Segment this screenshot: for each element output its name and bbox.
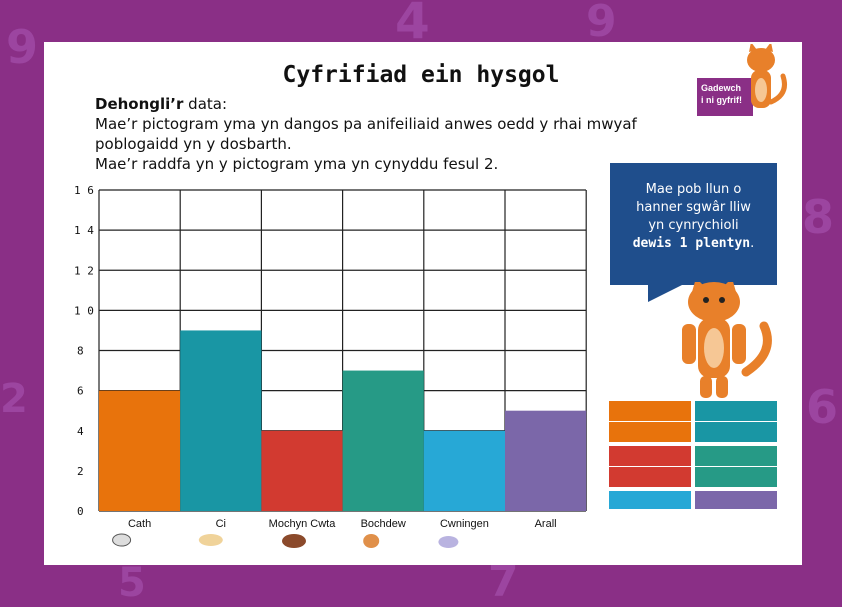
background-number: 9 [586,0,617,47]
intro-line-3: Mae’r raddfa yn y pictogram yma yn cynyd… [95,155,499,173]
badge-line-1: Gadewch [701,83,742,93]
chart-x-axis: Cath Ci Mochyn Cwta Bochdew Cwningen Arall [128,518,557,530]
key-swatch [609,401,691,421]
x-tick-label: Bochdew [361,518,406,530]
lets-count-badge: Gadewch i ni gyfrif! [697,78,753,116]
hamster-icon [363,534,380,548]
bubble-line-4: dewis 1 plentyn. [610,235,777,253]
key-swatch [609,491,691,509]
page-title: Cyfrifiad ein hysgol [282,62,560,88]
x-tick-label: Cath [128,518,151,530]
intro-heading: Dehongli’r [95,95,184,113]
x-tick-label: Cwningen [440,518,489,530]
key-swatch [695,401,777,421]
y-tick-label: 1 4 [74,224,94,237]
background-number: 4 [395,0,430,50]
dog-icon [198,534,223,546]
bubble-line-2: hanner sgwâr lliw [636,200,751,215]
bar-cath [99,390,181,511]
bubble-end: . [750,236,755,251]
key-swatch [695,422,777,442]
colour-key [609,401,779,509]
rabbit-icon [438,536,459,548]
background-number: 2 [0,376,28,422]
bubble-bold: dewis 1 plentyn [632,236,751,251]
bar-bochdew [342,370,424,511]
key-swatch [609,422,691,442]
chart-y-axis: 0 2 4 6 8 1 0 1 2 1 4 1 6 [74,184,94,518]
background-number: 6 [806,380,839,434]
bar-cwningen [423,430,505,511]
info-speech-bubble: Mae pob llun o hanner sgwâr lliw yn cynr… [610,163,777,285]
x-tick-label: Mochyn Cwta [269,518,337,530]
key-swatch [695,446,777,466]
intro-line-1: Mae’r pictogram yma yn dangos pa anifeil… [95,115,637,133]
intro-line-2: poblogaidd yn y dosbarth. [95,135,292,153]
y-tick-label: 2 [77,465,84,478]
background-number: 8 [802,190,835,244]
chart-bars [99,330,587,511]
speech-bubble-tail [648,284,684,302]
bar-ci [180,330,262,511]
background-number: 9 [6,20,39,74]
animal-icons [112,533,459,548]
y-tick-label: 8 [77,345,84,358]
key-swatch [609,446,691,466]
guinea-pig-icon [282,534,306,548]
y-tick-label: 6 [77,385,84,398]
y-tick-label: 1 6 [74,184,94,197]
x-tick-label: Arall [535,518,557,530]
key-swatch [695,467,777,487]
key-swatch [695,491,777,509]
bubble-line-1: Mae pob llun o [645,182,742,197]
bar-mochyn-cwta [261,430,343,511]
bar-arall [505,410,587,511]
y-tick-label: 1 0 [74,304,94,317]
x-tick-label: Ci [216,518,226,530]
y-tick-label: 1 2 [74,264,94,277]
y-tick-label: 4 [77,425,84,438]
key-swatch [609,467,691,487]
y-tick-label: 0 [77,505,84,518]
bubble-line-3: yn cynrychioli [648,218,739,233]
intro-line-heading: Dehongli’r data: [95,94,705,114]
badge-line-2: i ni gyfrif! [701,95,742,105]
small-cat-icon [747,44,787,108]
intro-heading-rest: data: [183,95,228,113]
cat-icon [112,533,132,547]
intro-text: Dehongli’r data: Mae’r pictogram yma yn … [95,94,705,174]
cat-mascot-icon [682,282,772,398]
